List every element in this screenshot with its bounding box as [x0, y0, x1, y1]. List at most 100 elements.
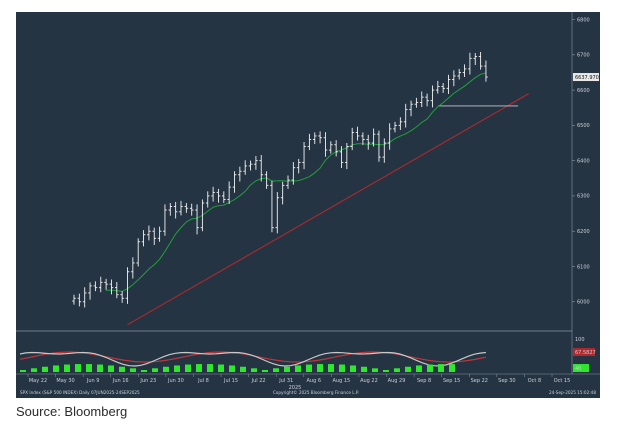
oscillator-histogram-bar — [229, 365, 235, 372]
ohlc-bar — [82, 287, 87, 308]
ohlc-bar — [339, 146, 344, 169]
oscillator-histogram-bar — [97, 364, 103, 372]
ohlc-bar — [361, 132, 365, 146]
ohlc-bar — [72, 294, 76, 305]
ohlc-bar — [291, 162, 296, 185]
x-tick-label: Jun 16 — [112, 378, 129, 384]
oscillator-histogram-bar — [449, 364, 455, 372]
price-tick-label: 6300 — [577, 194, 590, 200]
oscillator-histogram-bar — [218, 364, 224, 372]
x-tick-label: Sep 22 — [471, 378, 488, 384]
ohlc-bar — [115, 282, 119, 299]
ohlc-bar — [216, 188, 221, 203]
oscillator-histogram-bar — [339, 364, 345, 372]
x-axis: May 22 May 30 Jun 9 Jun 16 Jun 23 Jun 30 Jul 8… — [27, 374, 570, 391]
last-price-label: 6637.9702 — [575, 75, 600, 81]
x-tick-label: Sep 15 — [443, 378, 460, 384]
oscillator-panel: 100 67.5827 40 — [19, 337, 596, 372]
price-panel: 6000 6100 6200 6300 6400 6500 6600 6700 6800 6637… — [16, 12, 600, 375]
oscillator-tick-label: 40 — [575, 366, 581, 372]
x-tick-label: Aug 22 — [360, 378, 378, 384]
ohlc-bar — [125, 267, 130, 304]
ohlc-bar — [109, 279, 114, 295]
ohlc-bar — [371, 128, 376, 147]
ohlc-bar — [77, 293, 82, 307]
ohlc-bar — [462, 64, 467, 78]
price-tick-label: 6100 — [577, 264, 590, 270]
ohlc-bar — [377, 130, 381, 162]
source-caption: Source: Bloomberg — [16, 404, 128, 419]
ohlc-bar — [350, 127, 354, 151]
oscillator-histogram-bar — [262, 369, 268, 372]
oscillator-low-box — [573, 364, 589, 372]
oscillator-histogram-bar — [196, 364, 202, 372]
ohlc-bar — [104, 278, 108, 290]
ohlc-bar — [323, 132, 328, 157]
ohlc-bar — [329, 141, 333, 154]
ohlc-bar — [403, 103, 408, 128]
ohlc-bar — [398, 117, 403, 130]
chart-figure: 6000 6100 6200 6300 6400 6500 6600 6700 6800 6637… — [16, 12, 600, 398]
ohlc-bar — [141, 230, 146, 247]
oscillator-histogram-bar — [427, 364, 433, 372]
ohlc-bar — [478, 51, 483, 70]
ohlc-bar — [136, 238, 140, 267]
x-tick-label: Jul 31 — [278, 378, 293, 384]
x-tick-label: May 22 — [29, 378, 47, 384]
oscillator-histogram-bar — [317, 364, 323, 372]
ohlc-bar — [173, 201, 178, 219]
ohlc-bar — [168, 202, 173, 216]
oscillator-histogram-bar — [42, 366, 48, 372]
oscillator-histogram-bar — [64, 364, 70, 372]
price-tick-label: 6200 — [577, 229, 590, 235]
oscillator-histogram-bar — [394, 368, 400, 372]
ohlc-bar — [457, 68, 461, 80]
ohlc-bar — [334, 140, 338, 157]
ohlc-bar — [452, 70, 456, 87]
ohlc-bar — [468, 52, 472, 75]
oscillator-histogram-bar — [372, 368, 378, 372]
x-tick-label: Jul 15 — [223, 378, 238, 384]
ohlc-bar — [393, 121, 397, 133]
ohlc-bar — [254, 156, 258, 170]
x-tick-label: Sep 30 — [498, 378, 515, 384]
chart-footer: SPX Index (S&P 500 INDEX) Daily 07JUN202… — [20, 390, 596, 395]
oscillator-histogram-bar — [273, 368, 279, 372]
oscillator-histogram-bar — [295, 365, 301, 372]
price-tick-label: 6700 — [577, 53, 590, 59]
ohlc-bar — [232, 171, 237, 193]
ohlc-bar — [419, 91, 424, 108]
ohlc-bar — [243, 160, 247, 175]
oscillator-histogram-bar — [86, 364, 92, 372]
ohlc-bar — [286, 175, 290, 189]
ohlc-bar — [179, 200, 183, 216]
footer-center: Copyright© 2025 Bloomberg Finance L.P. — [273, 390, 359, 395]
oscillator-histogram-bar — [361, 366, 367, 372]
oscillator-histogram-bar — [163, 366, 169, 372]
ohlc-bar — [120, 291, 124, 303]
last-price-box — [573, 73, 599, 82]
oscillator-histogram-bar — [152, 368, 158, 372]
moving-average-line — [106, 72, 487, 292]
oscillator-histogram-bar — [251, 368, 257, 372]
price-tick-label: 6000 — [577, 300, 590, 306]
ohlc-bar — [345, 143, 349, 170]
price-tick-label: 6800 — [577, 17, 590, 23]
ohlc-bar — [200, 199, 205, 232]
oscillator-histogram-bar — [383, 369, 389, 372]
x-tick-label: Jun 23 — [139, 378, 156, 384]
oscillator-fast-line — [19, 351, 486, 367]
price-tick-label: 6600 — [577, 88, 590, 94]
ohlc-bar — [184, 202, 189, 213]
oscillator-histogram-bar — [31, 368, 37, 372]
ohlc-bar — [131, 257, 135, 279]
oscillator-histogram-bar — [306, 364, 312, 372]
x-tick-label: May 30 — [56, 378, 74, 384]
ohlc-bar — [147, 225, 151, 241]
ohlc-bar — [296, 158, 301, 174]
chart-svg: 6000 6100 6200 6300 6400 6500 6600 6700 6800 6637… — [16, 12, 600, 395]
ohlc-bar — [195, 204, 199, 235]
oscillator-histogram-bar — [328, 364, 334, 372]
x-tick-label: Jun 9 — [86, 378, 100, 384]
ohlc-bar — [425, 93, 429, 107]
